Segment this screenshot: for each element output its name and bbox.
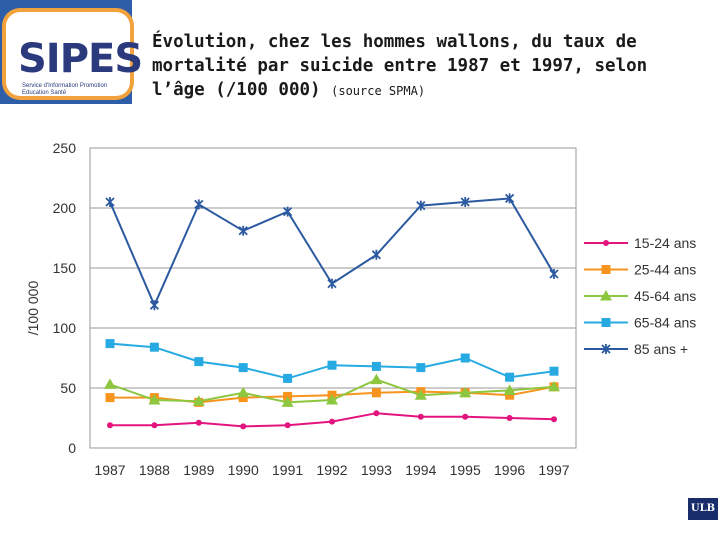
- data-point: [371, 249, 382, 260]
- data-point: [416, 363, 426, 373]
- y-tick-label: 250: [53, 140, 77, 156]
- y-tick-label: 0: [68, 440, 76, 456]
- logo-text: SIPES: [18, 36, 143, 82]
- data-point: [151, 422, 158, 429]
- data-point: [149, 300, 160, 311]
- data-point: [282, 206, 293, 217]
- data-point: [504, 193, 515, 204]
- data-point: [505, 372, 515, 382]
- data-point: [194, 199, 204, 210]
- data-point: [327, 360, 337, 370]
- data-point: [371, 388, 381, 398]
- data-point: [373, 410, 380, 417]
- data-point: [601, 318, 611, 327]
- legend-label: 15-24 ans: [634, 235, 696, 251]
- x-tick-label: 1995: [450, 462, 481, 478]
- title-text: Évolution, chez les hommes wallons, du t…: [152, 32, 648, 100]
- logo-subtitle: Service d'Information Promotion Educatio…: [22, 83, 108, 96]
- data-point: [107, 422, 113, 429]
- x-tick-label: 1989: [183, 462, 214, 478]
- data-point: [192, 395, 205, 406]
- title-source: (source SPMA): [331, 84, 426, 98]
- data-point: [148, 394, 161, 405]
- data-point: [600, 290, 612, 301]
- x-tick-label: 1992: [316, 462, 347, 478]
- series-5: [105, 193, 559, 311]
- data-point: [551, 416, 557, 423]
- x-tick-label: 1988: [139, 462, 170, 478]
- legend-label: 85 ans +: [634, 341, 688, 357]
- series-4: [105, 339, 559, 383]
- y-tick-label: 100: [53, 320, 77, 336]
- data-point: [195, 419, 202, 426]
- line-chart: 0 50 100 150 200 250 1987 1988 1989 1990 1991 1992 1…: [25, 140, 696, 478]
- x-tick-label: 1997: [538, 462, 569, 478]
- data-point: [416, 200, 426, 211]
- data-point: [105, 393, 115, 403]
- data-point: [149, 342, 159, 352]
- x-tick-label: 1991: [272, 462, 303, 478]
- x-tick-label: 1994: [405, 462, 436, 478]
- data-point: [281, 396, 294, 407]
- plot-frame: [89, 147, 577, 449]
- data-point: [238, 363, 248, 373]
- data-point: [505, 390, 515, 400]
- y-tick-label: 50: [60, 380, 76, 396]
- data-point: [105, 339, 115, 349]
- data-point: [237, 386, 250, 398]
- series-1: [107, 410, 557, 430]
- data-point: [506, 415, 513, 421]
- series-3: [104, 373, 560, 407]
- data-point: [603, 240, 609, 246]
- data-point: [283, 373, 293, 383]
- data-point: [462, 413, 469, 420]
- y-axis-label: /100 000: [25, 281, 41, 336]
- y-tick-label: 150: [53, 260, 77, 276]
- data-point: [503, 384, 516, 395]
- x-tick-label: 1990: [228, 462, 259, 478]
- legend-label: 65-84 ans: [634, 315, 696, 331]
- ulb-badge: ULB: [688, 498, 718, 520]
- legend-label: 45-64 ans: [634, 288, 696, 304]
- data-point: [326, 394, 338, 405]
- data-point: [370, 373, 383, 385]
- x-tick-label: 1987: [94, 462, 125, 478]
- page-title: Évolution, chez les hommes wallons, du t…: [152, 30, 652, 103]
- data-point: [460, 197, 470, 207]
- y-tick-label: 200: [53, 200, 77, 216]
- data-point: [240, 423, 247, 430]
- data-point: [549, 366, 559, 376]
- data-point: [194, 357, 204, 367]
- data-point: [548, 380, 560, 392]
- logo: SIPES Service d'Information Promotion Ed…: [6, 12, 143, 96]
- data-point: [601, 265, 611, 274]
- data-point: [371, 361, 381, 371]
- x-tick-label: 1993: [361, 462, 392, 478]
- data-point: [549, 269, 559, 279]
- data-point: [417, 413, 424, 420]
- data-point: [414, 389, 427, 400]
- data-point: [327, 278, 337, 289]
- data-point: [460, 353, 470, 363]
- legend-label: 25-44 ans: [634, 262, 696, 278]
- data-point: [601, 344, 611, 354]
- data-point: [104, 378, 116, 389]
- data-point: [329, 418, 335, 425]
- legend: 15-24 ans 25-44 ans 45-64 ans 65-84 ans 85 a…: [584, 235, 696, 357]
- data-point: [459, 386, 472, 398]
- data-point: [238, 225, 248, 236]
- series-line: [109, 197, 555, 308]
- x-tick-label: 1996: [494, 462, 525, 478]
- data-point: [284, 422, 291, 429]
- data-point: [238, 393, 248, 403]
- data-point: [105, 197, 115, 207]
